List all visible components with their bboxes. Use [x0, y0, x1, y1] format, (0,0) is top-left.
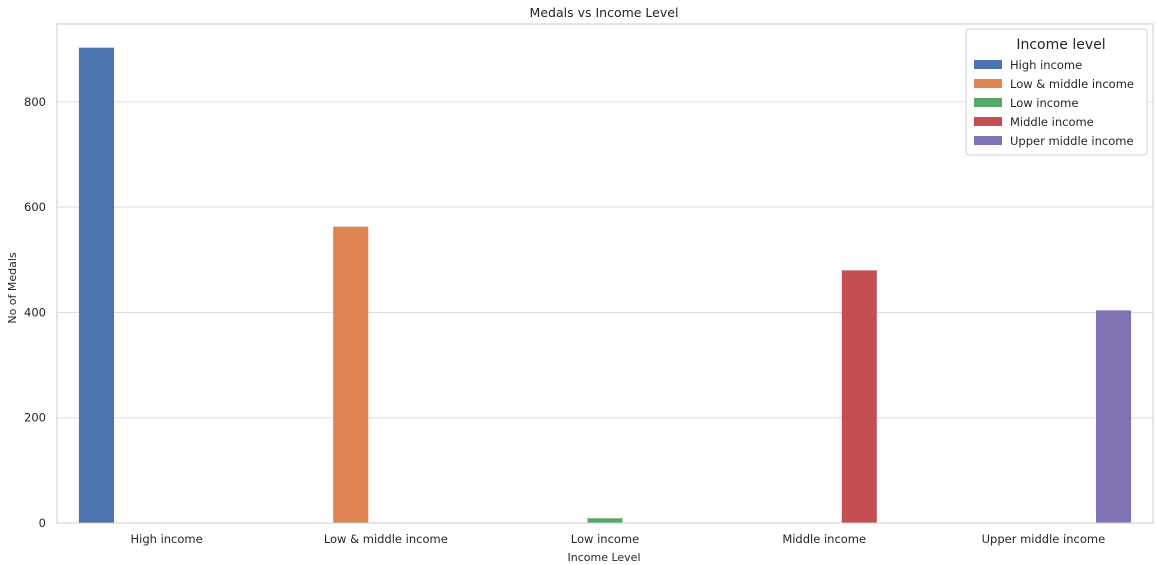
x-tick-labels: High income Low & middle income Low income…	[130, 532, 1105, 546]
legend-box	[965, 28, 1148, 156]
y-tick-label: 400	[24, 305, 46, 319]
y-tick-label: 800	[24, 95, 46, 109]
legend-swatch	[974, 60, 1002, 69]
legend-label: Upper middle income	[1010, 134, 1134, 148]
legend-label: Low & middle income	[1010, 77, 1134, 91]
legend-swatch	[974, 136, 1002, 145]
y-tick-labels: 0 200 400 600 800	[24, 95, 46, 530]
y-tick-label: 0	[39, 516, 46, 530]
chart-title: Medals vs Income Level	[530, 5, 679, 20]
y-tick-label: 600	[24, 200, 46, 214]
legend-label: Low income	[1010, 96, 1078, 110]
x-tick-label: Upper middle income	[982, 532, 1106, 546]
legend-label: High income	[1010, 58, 1082, 72]
legend-swatch	[974, 98, 1002, 107]
legend-swatch	[974, 117, 1002, 126]
bar	[1096, 310, 1132, 523]
legend-items: High income Low & middle income Low income…	[974, 58, 1134, 148]
bar	[78, 47, 114, 524]
y-tick-label: 200	[24, 411, 46, 425]
bar	[333, 226, 369, 523]
plot-frame	[56, 23, 1154, 524]
legend-label: Middle income	[1010, 115, 1094, 129]
x-tick-label: Middle income	[782, 532, 866, 546]
y-axis-label: No of Medals	[6, 252, 19, 324]
x-tick-label: Low & middle income	[324, 532, 448, 546]
bars	[78, 47, 1132, 524]
legend-swatch	[974, 79, 1002, 88]
legend: Income level High income Low & middle inc…	[965, 28, 1148, 156]
bar	[841, 270, 877, 523]
bar	[587, 518, 623, 523]
x-axis-label: Income Level	[567, 551, 640, 564]
x-tick-label: High income	[130, 532, 202, 546]
x-tick-label: Low income	[571, 532, 639, 546]
legend-title: Income level	[1016, 37, 1105, 53]
